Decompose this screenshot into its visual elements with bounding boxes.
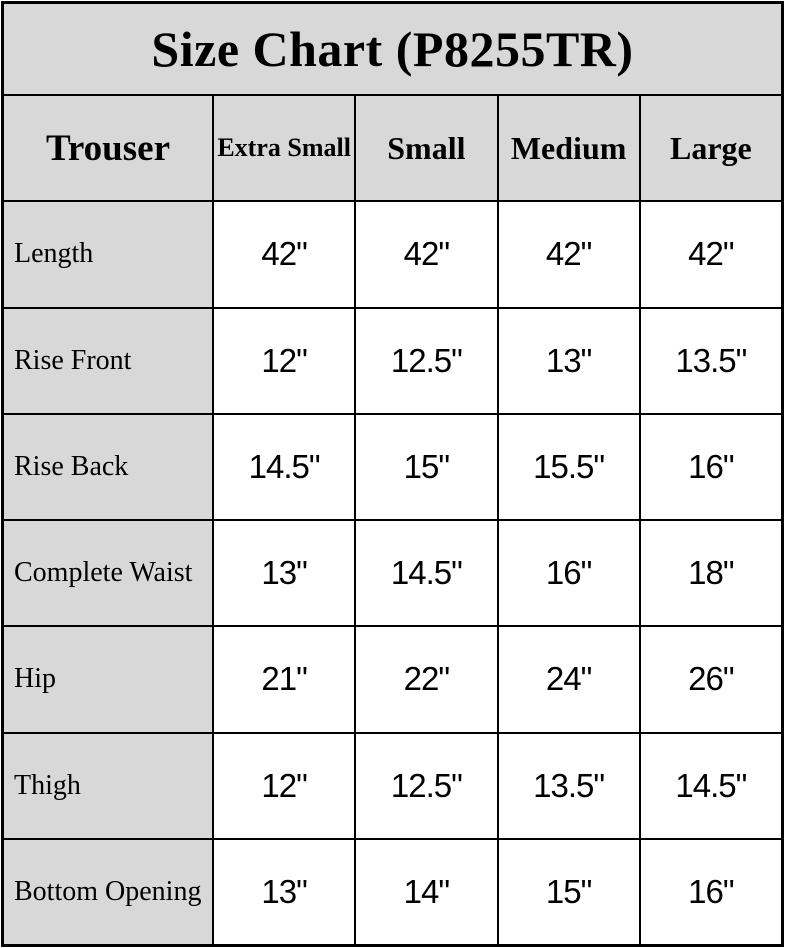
- size-value-bottom-opening-medium: 15": [498, 839, 639, 944]
- size-value-rise-front-large: 13.5": [640, 308, 781, 413]
- size-value-length-small: 42": [356, 202, 497, 307]
- size-value-bottom-opening-small: 14": [356, 839, 497, 944]
- size-value-rise-front-small: 12.5": [356, 308, 497, 413]
- size-value-rise-back-medium: 15.5": [498, 414, 639, 519]
- size-value-length-extra-small: 42": [214, 202, 355, 307]
- size-value-rise-back-large: 16": [640, 414, 781, 519]
- size-value-length-large: 42": [640, 202, 781, 307]
- column-header-small: Small: [356, 96, 497, 201]
- size-value-complete-waist-extra-small: 13": [214, 521, 355, 626]
- size-value-hip-large: 26": [640, 627, 781, 732]
- size-value-thigh-extra-small: 12": [214, 733, 355, 838]
- row-label-bottom-opening: Bottom Opening: [4, 839, 212, 944]
- size-value-hip-small: 22": [356, 627, 497, 732]
- size-value-thigh-medium: 13.5": [498, 733, 639, 838]
- size-value-thigh-small: 12.5": [356, 733, 497, 838]
- size-grid: Trouser Extra Small Small Medium Large L…: [4, 96, 781, 944]
- row-label-hip: Hip: [4, 627, 212, 732]
- size-value-rise-back-small: 15": [356, 414, 497, 519]
- corner-header-trouser: Trouser: [4, 96, 212, 201]
- column-header-large: Large: [640, 96, 781, 201]
- chart-title: Size Chart (P8255TR): [4, 4, 781, 96]
- size-value-hip-medium: 24": [498, 627, 639, 732]
- size-value-rise-back-extra-small: 14.5": [214, 414, 355, 519]
- row-label-thigh: Thigh: [4, 733, 212, 838]
- column-header-medium: Medium: [498, 96, 639, 201]
- size-value-bottom-opening-extra-small: 13": [214, 839, 355, 944]
- size-value-thigh-large: 14.5": [640, 733, 781, 838]
- row-label-length: Length: [4, 202, 212, 307]
- row-label-rise-back: Rise Back: [4, 414, 212, 519]
- size-value-length-medium: 42": [498, 202, 639, 307]
- row-label-complete-waist: Complete Waist: [4, 521, 212, 626]
- size-value-hip-extra-small: 21": [214, 627, 355, 732]
- size-value-rise-front-extra-small: 12": [214, 308, 355, 413]
- column-header-extra-small: Extra Small: [214, 96, 355, 201]
- row-label-rise-front: Rise Front: [4, 308, 212, 413]
- size-value-complete-waist-large: 18": [640, 521, 781, 626]
- size-value-complete-waist-small: 14.5": [356, 521, 497, 626]
- size-value-bottom-opening-large: 16": [640, 839, 781, 944]
- size-value-complete-waist-medium: 16": [498, 521, 639, 626]
- size-value-rise-front-medium: 13": [498, 308, 639, 413]
